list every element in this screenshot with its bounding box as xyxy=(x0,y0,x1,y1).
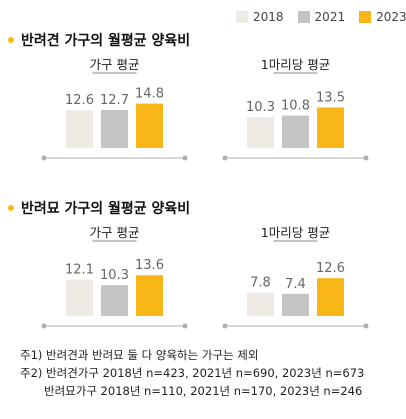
section-title-cat: 반려묘 가구의 월평균 양육비 xyxy=(8,198,190,218)
legend-item-2018: 2018 xyxy=(236,10,284,24)
legend-swatch-2021 xyxy=(297,11,310,23)
baseline-dot xyxy=(363,323,369,329)
chart-title: 1마리당 평균 xyxy=(261,225,330,240)
legend-label-2018: 2018 xyxy=(253,10,284,24)
baseline-dot xyxy=(222,155,228,161)
baseline-dot xyxy=(41,155,47,161)
baseline-dot xyxy=(41,323,47,329)
data-label-2018: 7.8 xyxy=(250,276,271,291)
legend: 2018 2021 2023 xyxy=(236,10,406,24)
bar-2023 xyxy=(136,275,163,316)
bar-2018 xyxy=(247,117,274,148)
legend-label-2021: 2021 xyxy=(314,10,346,24)
baseline-dot xyxy=(363,155,369,161)
bar-2023 xyxy=(317,107,344,148)
chart-title: 1마리당 평균 xyxy=(261,57,330,72)
footnote-1: 주1) 반려견과 반려묘 둘 다 양육하는 가구는 제외 xyxy=(20,348,259,362)
footnote-2: 주2) 반려견가구 2018년 n=423, 2021년 n=690, 2023… xyxy=(20,366,365,380)
legend-item-2023: 2023 xyxy=(359,10,406,24)
data-label-2023: 14.8 xyxy=(135,87,164,102)
data-label-2021: 7.4 xyxy=(285,277,306,292)
bar-2023 xyxy=(136,103,163,148)
data-label-2021: 10.8 xyxy=(281,99,310,114)
bar-2021 xyxy=(101,285,128,316)
baseline-dot xyxy=(182,323,188,329)
baseline-dot xyxy=(222,323,228,329)
data-label-2018: 12.1 xyxy=(65,263,94,278)
bar-2021 xyxy=(282,115,309,148)
bullet-icon xyxy=(8,205,14,211)
data-label-2021: 10.3 xyxy=(100,268,129,283)
dog-charts: 가구 평균 12.6 12.7 14.8 1마리당 평균 10.3 10.8 13.5 xyxy=(41,57,369,161)
section-title-dog: 반려견 가구의 월평균 양육비 xyxy=(8,30,190,50)
chart-title: 가구 평균 xyxy=(90,57,140,72)
legend-swatch-2018 xyxy=(236,11,248,23)
bar-2018 xyxy=(66,279,93,316)
data-label-2023: 13.5 xyxy=(316,91,345,106)
data-label-2023: 13.6 xyxy=(135,258,164,273)
section-title-dog-text: 반려견 가구의 월평균 양육비 xyxy=(21,33,191,49)
data-label-2023: 12.6 xyxy=(316,261,345,276)
section-title-cat-text: 반려묘 가구의 월평균 양육비 xyxy=(21,201,191,217)
legend-item-2021: 2021 xyxy=(297,10,346,24)
data-label-2018: 12.6 xyxy=(65,93,94,108)
footnote-3: 반려묘가구 2018년 n=110, 2021년 n=170, 2023년 n=… xyxy=(44,384,363,398)
chart-title: 가구 평균 xyxy=(90,225,140,240)
footnotes: 주1) 반려견과 반려묘 둘 다 양육하는 가구는 제외 주2) 반려견가구 2… xyxy=(20,346,364,400)
bar-2021 xyxy=(282,293,309,316)
baseline-dot xyxy=(182,155,188,161)
legend-swatch-2023 xyxy=(359,11,372,23)
bar-2023 xyxy=(317,278,344,316)
bar-2018 xyxy=(66,110,93,148)
legend-label-2023: 2023 xyxy=(376,10,406,24)
data-label-2018: 10.3 xyxy=(246,100,275,115)
bar-2021 xyxy=(101,109,128,148)
bar-2018 xyxy=(247,292,274,316)
cat-charts: 가구 평균 12.1 10.3 13.6 1마리당 평균 7.8 7.4 12.6 xyxy=(41,225,369,329)
bullet-icon xyxy=(8,37,14,43)
data-label-2021: 12.7 xyxy=(100,93,129,108)
